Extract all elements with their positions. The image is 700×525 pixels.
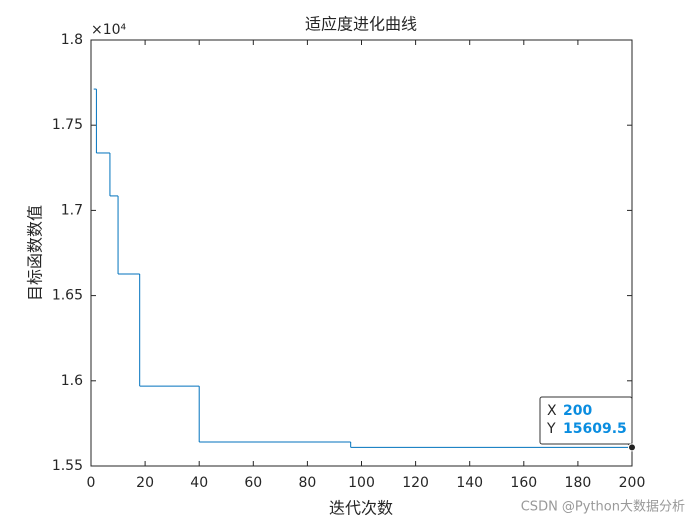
x-tick-label: 80 bbox=[298, 475, 316, 491]
x-tick-label: 180 bbox=[565, 475, 592, 491]
datatip-box bbox=[539, 396, 633, 445]
y-axis-exponent: ×10⁴ bbox=[91, 22, 127, 38]
y-tick-label: 1.65 bbox=[52, 288, 83, 304]
y-tick-label: 1.55 bbox=[52, 458, 83, 474]
x-tick-label: 0 bbox=[87, 475, 96, 491]
watermark: CSDN @Python大数据分析 bbox=[521, 500, 685, 515]
x-tick-label: 120 bbox=[402, 475, 429, 491]
x-tick-label: 20 bbox=[136, 475, 154, 491]
y-tick-label: 1.7 bbox=[61, 202, 83, 218]
x-tick-label: 40 bbox=[190, 475, 208, 491]
y-tick-label: 1.75 bbox=[52, 117, 83, 133]
x-tick-label: 140 bbox=[456, 475, 483, 491]
y-tick-label: 1.6 bbox=[61, 373, 83, 389]
datatip-y-label: Y bbox=[546, 421, 556, 437]
datatip-y-value: 15609.5 bbox=[563, 421, 627, 437]
x-tick-label: 100 bbox=[348, 475, 375, 491]
datatip-x-label: X bbox=[547, 403, 557, 419]
datatip-x-value: 200 bbox=[563, 403, 592, 419]
x-tick-label: 160 bbox=[510, 475, 537, 491]
plot-area bbox=[90, 39, 633, 467]
datatip-marker bbox=[628, 443, 636, 452]
y-axis-label: 目标函数数值 bbox=[26, 205, 45, 301]
chart-title: 适应度进化曲线 bbox=[305, 15, 417, 34]
x-axis-label: 迭代次数 bbox=[329, 499, 393, 518]
x-tick-label: 200 bbox=[619, 475, 646, 491]
y-tick-label: 1.8 bbox=[61, 32, 83, 48]
x-tick-label: 60 bbox=[244, 475, 262, 491]
